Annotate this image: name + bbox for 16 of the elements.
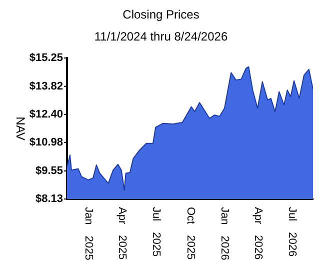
x-tick-label: Jan 2025 — [82, 207, 95, 260]
x-tick-label: Oct 2025 — [184, 207, 196, 260]
y-tick-label: $10.98 — [29, 136, 63, 149]
x-tick-label: Jul 2026 — [286, 207, 298, 257]
x-tick-label: Apr 2026 — [252, 207, 264, 260]
y-axis-title: NAV — [14, 116, 28, 140]
chart-title: Closing Prices — [122, 7, 200, 22]
chart-subtitle: 11/1/2024 thru 8/24/2026 — [94, 29, 228, 44]
y-tick-label: $9.55 — [35, 164, 63, 177]
y-tick-label: $12.40 — [29, 108, 63, 120]
x-tick-label: Jul 2025 — [150, 207, 162, 257]
y-tick-label: $13.82 — [29, 80, 63, 92]
x-tick-label: Apr 2025 — [116, 207, 128, 260]
y-tick-label: $8.13 — [35, 193, 63, 206]
x-tick-label: Jan 2026 — [218, 207, 231, 260]
y-tick-label: $15.25 — [29, 52, 63, 64]
